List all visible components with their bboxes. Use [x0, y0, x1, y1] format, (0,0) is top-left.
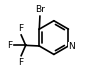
Text: F: F	[19, 24, 24, 33]
Text: Br: Br	[35, 5, 45, 14]
Text: F: F	[7, 41, 12, 50]
Text: F: F	[19, 58, 24, 67]
Text: N: N	[68, 42, 75, 51]
